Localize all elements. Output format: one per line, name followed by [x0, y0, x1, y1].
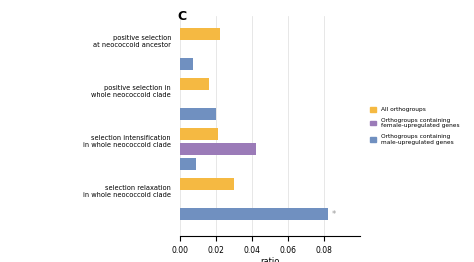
Text: *: *	[331, 210, 336, 219]
Text: selection relaxation
in whole neococcoid clade: selection relaxation in whole neococcoid…	[83, 185, 171, 198]
Bar	[180, 159, 196, 171]
Bar	[180, 178, 234, 190]
Bar	[180, 28, 220, 40]
Legend: All orthogroups, Orthogroups containing
female-upregulated genes, Orthogroups co: All orthogroups, Orthogroups containing …	[369, 105, 461, 146]
Bar	[180, 78, 209, 90]
Bar	[180, 108, 216, 121]
X-axis label: ratio: ratio	[261, 257, 280, 262]
Text: positive selection
at neococcoid ancestor: positive selection at neococcoid ancesto…	[93, 35, 171, 48]
Text: C: C	[178, 10, 187, 24]
Text: selection intensification
in whole neococcoid clade: selection intensification in whole neoco…	[83, 135, 171, 148]
Bar	[180, 209, 328, 220]
Bar	[180, 128, 218, 140]
Bar	[180, 143, 256, 155]
Text: positive selection in
whole neococcoid clade: positive selection in whole neococcoid c…	[91, 85, 171, 98]
Bar	[180, 58, 193, 70]
